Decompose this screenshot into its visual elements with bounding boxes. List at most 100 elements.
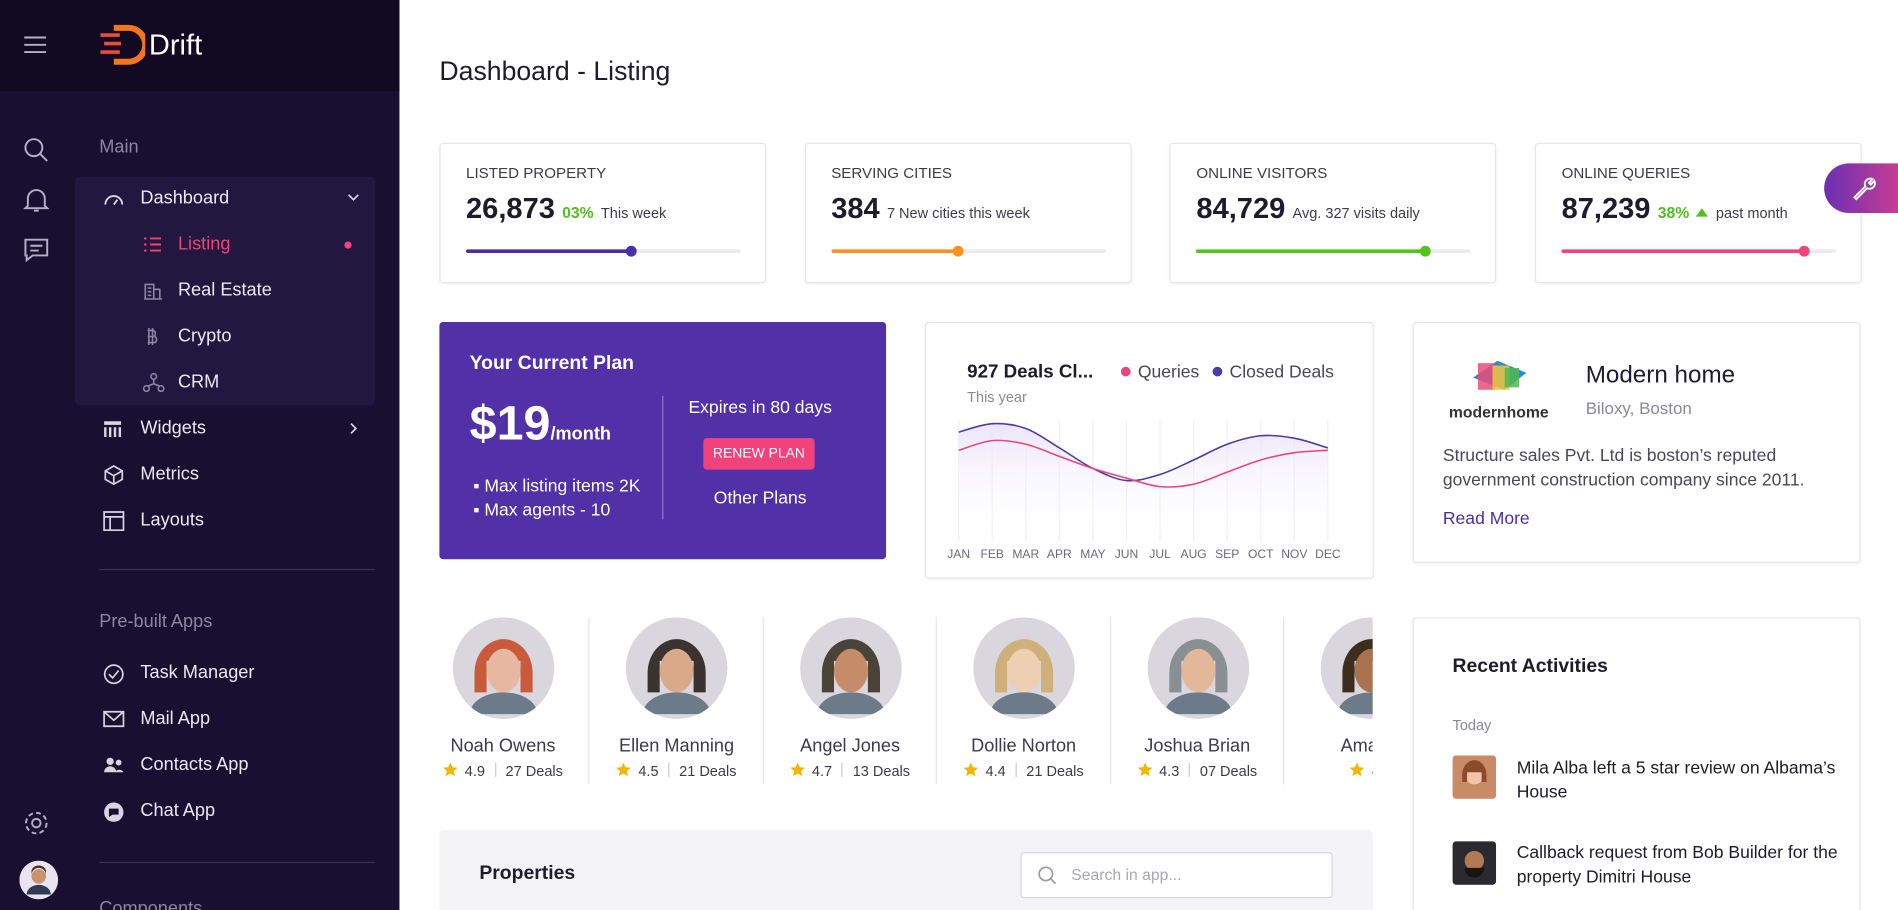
stat-value-row: 26,873 03% This week — [466, 192, 666, 226]
stat-value: 26,873 — [466, 192, 555, 226]
circle — [31, 817, 42, 829]
avatar-face — [486, 648, 521, 693]
submenu-item[interactable]: CRM — [139, 362, 369, 403]
progress-track — [466, 245, 741, 257]
path — [24, 36, 46, 54]
circle — [31, 869, 46, 884]
path — [350, 423, 358, 434]
chart-card: 927 Deals Cl... This year Queries Closed De… — [924, 321, 1374, 579]
avatar-hair — [648, 639, 707, 693]
agents-track: Noah Owens 4.9 27 Deals Ellen Manning 4.5 21 … — [439, 0, 1373, 910]
agent-deals: 21 Deals — [679, 762, 737, 780]
path — [23, 189, 50, 212]
stat-card: ONLINE QUERIES 87,239 38% past month — [1534, 142, 1862, 284]
recent-card: Recent Activities Today Mila Alba left a… — [1412, 617, 1861, 910]
menu-item[interactable]: Dashboard — [99, 178, 375, 219]
path — [100, 33, 122, 54]
submenu-item-active[interactable]: Listing — [139, 224, 369, 265]
read-more-link[interactable]: Read More — [1442, 509, 1530, 529]
svg — [103, 710, 125, 728]
menu-label: Crypto — [177, 325, 232, 347]
svg — [144, 283, 163, 300]
menu-toggle[interactable] — [23, 35, 47, 54]
menu-item[interactable]: Metrics — [99, 454, 375, 495]
trend-up-icon — [1695, 208, 1708, 217]
stat-label: ONLINE QUERIES — [1561, 164, 1691, 182]
circle — [103, 664, 124, 685]
agent-card[interactable]: Dollie Norton 4.4 21 Deals — [937, 611, 1110, 784]
menu-item[interactable]: Contacts App — [99, 744, 375, 785]
stat-value-row: 84,729 Avg. 327 visits daily — [1196, 192, 1419, 226]
dashboard-group — [75, 176, 376, 406]
settings-button[interactable] — [1824, 163, 1898, 214]
x-tick-label: OCT — [1248, 547, 1274, 561]
notification-icon[interactable] — [22, 185, 51, 214]
period: /month — [550, 423, 611, 445]
stat-change: 38% — [1657, 203, 1690, 222]
menu-item[interactable]: Layouts — [99, 500, 375, 541]
divider — [99, 861, 376, 864]
x-tick-label: NOV — [1281, 547, 1308, 561]
agent-separator — [1109, 617, 1111, 785]
menu-item[interactable]: Task Manager — [99, 652, 375, 693]
path — [108, 808, 119, 818]
menu-label: Layouts — [140, 509, 205, 531]
plan-features: ▪ Max listing items 2K ▪ Max agents - 10 — [473, 475, 640, 523]
renew-button[interactable]: RENEW PLAN — [703, 438, 815, 470]
agent-card[interactable]: Ellen Manning 4.5 21 Deals — [590, 611, 763, 784]
agent-card[interactable]: Joshua Brian 4.3 07 Deals — [1111, 611, 1284, 784]
submenu-item[interactable]: Crypto — [139, 316, 369, 357]
star — [963, 762, 979, 777]
progress-fill — [831, 249, 958, 253]
chat-icon[interactable] — [22, 236, 51, 265]
agent-name: Angel Jones — [800, 735, 901, 757]
menu-item[interactable]: Widgets — [99, 408, 375, 449]
legend-marker — [1212, 366, 1223, 377]
menu-label: Widgets — [140, 417, 207, 439]
agent-card[interactable]: Angel Jones 4.7 13 Deals — [764, 611, 937, 784]
other-plans-link[interactable]: Other Plans — [713, 489, 807, 509]
menu-item[interactable]: Mail App — [99, 698, 375, 739]
meta-sep — [668, 762, 670, 778]
agent-rating: 4.9 — [464, 762, 485, 780]
circle — [115, 759, 122, 766]
stat-label: SERVING CITIES — [831, 164, 953, 182]
path — [104, 421, 122, 425]
menu-label: Listing — [177, 233, 231, 255]
circle — [25, 811, 48, 835]
x-tick-label: APR — [1047, 547, 1072, 561]
price: $19 — [469, 397, 551, 451]
feature-text: Max agents - 10 — [484, 501, 611, 521]
agent-avatar — [452, 617, 555, 720]
stat-note: This week — [600, 204, 667, 222]
activity-text: Mila Alba left a 5 star review on Albama… — [1516, 758, 1836, 803]
user-avatar[interactable] — [19, 860, 59, 900]
submenu-item[interactable]: Real Estate — [139, 270, 369, 311]
section-title: Components — [99, 898, 203, 910]
svg — [104, 757, 124, 773]
menu-label: Task Manager — [140, 662, 255, 683]
meta-sep — [1188, 762, 1191, 778]
settings-icon[interactable] — [22, 809, 51, 838]
search-icon[interactable] — [22, 136, 51, 165]
company-description: Structure sales Pvt. Ltd is boston’s rep… — [1442, 446, 1805, 491]
menu-item[interactable]: Chat App — [99, 790, 375, 831]
section-title: Pre-built Apps — [99, 611, 213, 632]
agent-meta: 4.3 — [1284, 762, 1373, 780]
stat-change: 03% — [562, 203, 594, 222]
agent-avatar — [626, 617, 728, 720]
path — [348, 194, 359, 201]
avatar-face — [1007, 648, 1042, 693]
agent-deals: 27 Deals — [505, 762, 563, 780]
agent-name: Dollie Norton — [971, 735, 1077, 757]
circle — [24, 138, 44, 158]
activity-avatar — [1452, 755, 1497, 799]
search-input[interactable]: Search in app... — [1020, 852, 1333, 899]
path — [103, 710, 125, 728]
agent-card[interactable]: Amay J 4.3 — [1284, 611, 1373, 784]
stat-value: 84,729 — [1196, 192, 1286, 226]
menu-label: Real Estate — [177, 279, 272, 301]
path — [1462, 760, 1487, 782]
agent-card[interactable]: Noah Owens 4.9 27 Deals — [439, 611, 589, 784]
